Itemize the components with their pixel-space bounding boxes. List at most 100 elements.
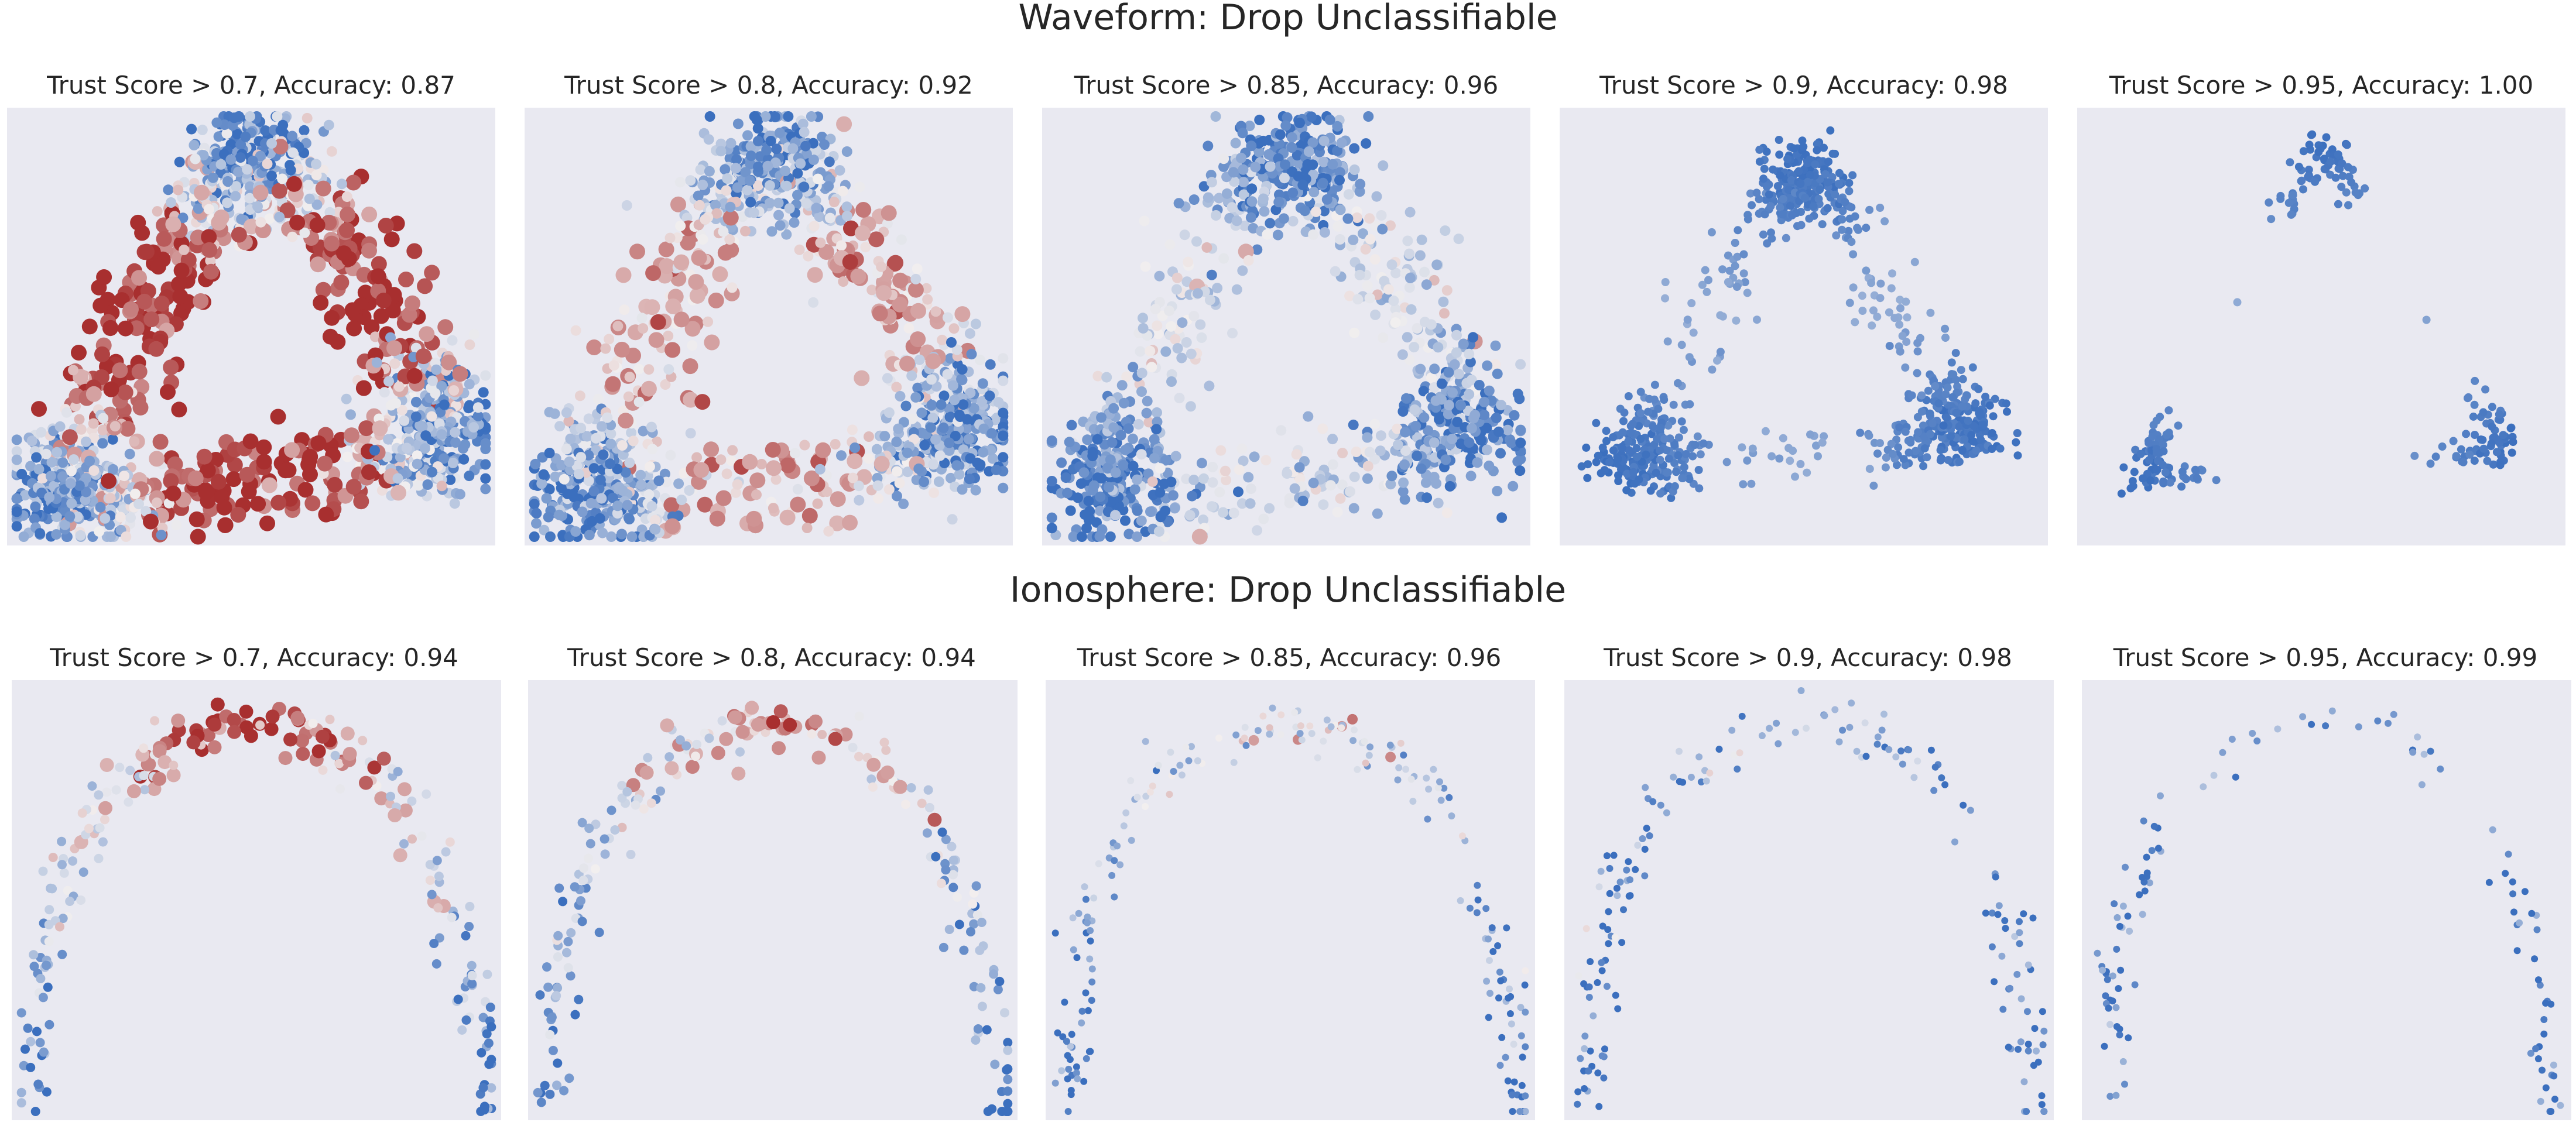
data-point bbox=[554, 509, 565, 520]
data-point bbox=[1903, 313, 1912, 322]
data-point bbox=[1177, 317, 1188, 328]
data-point bbox=[745, 150, 756, 162]
data-point bbox=[1865, 465, 1874, 473]
data-point bbox=[1907, 391, 1916, 400]
data-point bbox=[1330, 266, 1341, 277]
data-point bbox=[1108, 403, 1119, 414]
data-point bbox=[464, 379, 475, 390]
data-point bbox=[1191, 529, 1208, 545]
data-point bbox=[1960, 435, 1969, 444]
data-point bbox=[1204, 380, 1215, 392]
data-point bbox=[436, 481, 447, 492]
data-point bbox=[2422, 315, 2431, 324]
data-point bbox=[1996, 444, 2005, 453]
data-point bbox=[919, 476, 930, 488]
data-point bbox=[250, 496, 266, 512]
data-point bbox=[93, 297, 109, 314]
data-point bbox=[60, 519, 70, 530]
data-point bbox=[36, 427, 47, 438]
data-point bbox=[310, 435, 327, 451]
data-point bbox=[676, 495, 687, 506]
data-point bbox=[285, 164, 296, 176]
data-point bbox=[1936, 456, 1945, 465]
data-point bbox=[1923, 453, 1931, 462]
data-point bbox=[103, 381, 119, 397]
data-point bbox=[383, 434, 394, 445]
data-point bbox=[1464, 348, 1475, 359]
data-point bbox=[1845, 298, 1854, 307]
data-point bbox=[66, 465, 77, 476]
panel-waveform-1: Trust Score > 0.8, Accuracy: 0.92 bbox=[525, 71, 1013, 545]
data-point bbox=[1636, 387, 1645, 396]
data-point bbox=[1614, 455, 1622, 464]
data-point bbox=[1455, 400, 1467, 411]
data-point bbox=[774, 128, 785, 139]
data-point bbox=[1766, 202, 1775, 211]
data-point bbox=[588, 486, 600, 497]
data-point bbox=[685, 428, 696, 439]
data-point bbox=[972, 457, 983, 468]
data-point bbox=[386, 340, 402, 356]
data-point bbox=[211, 117, 222, 128]
data-point bbox=[1198, 473, 1210, 484]
data-point bbox=[245, 111, 255, 122]
data-point bbox=[1739, 269, 1748, 278]
data-point bbox=[1327, 459, 1338, 470]
data-point bbox=[1082, 434, 1093, 445]
data-point bbox=[927, 413, 938, 424]
data-point bbox=[1602, 437, 1611, 445]
data-point bbox=[19, 490, 30, 501]
data-point bbox=[596, 421, 607, 432]
data-point bbox=[11, 506, 22, 517]
data-point bbox=[480, 438, 491, 449]
data-point bbox=[1876, 439, 1884, 448]
data-point bbox=[1924, 386, 1933, 395]
data-point bbox=[1686, 400, 1694, 409]
data-point bbox=[1355, 179, 1366, 190]
data-point bbox=[1663, 337, 1672, 346]
data-point bbox=[1677, 417, 1686, 426]
data-point bbox=[1624, 392, 1633, 400]
data-point bbox=[1605, 458, 1614, 466]
data-point bbox=[1681, 450, 1690, 458]
data-point bbox=[838, 276, 849, 287]
data-point bbox=[242, 433, 259, 449]
data-point bbox=[2166, 478, 2174, 487]
data-point bbox=[1447, 387, 1458, 398]
data-point bbox=[868, 231, 885, 248]
data-point bbox=[1653, 435, 1662, 444]
data-point bbox=[693, 190, 704, 201]
data-point bbox=[163, 184, 174, 195]
data-point bbox=[1928, 419, 1937, 428]
data-point bbox=[1136, 386, 1147, 397]
data-point bbox=[709, 510, 725, 527]
data-point bbox=[628, 435, 639, 447]
data-point bbox=[232, 128, 242, 139]
data-point bbox=[1913, 339, 1922, 348]
data-point bbox=[1105, 531, 1116, 542]
data-point bbox=[193, 203, 204, 214]
data-point bbox=[1748, 444, 1757, 453]
data-point bbox=[789, 217, 800, 228]
data-point bbox=[1661, 278, 1670, 286]
data-point bbox=[317, 455, 333, 472]
data-point bbox=[1327, 159, 1338, 170]
data-point bbox=[1515, 359, 1526, 370]
data-point bbox=[198, 484, 214, 500]
data-point bbox=[742, 184, 753, 195]
data-point bbox=[2161, 468, 2170, 477]
data-point bbox=[318, 506, 334, 523]
data-point bbox=[1308, 187, 1320, 198]
data-point bbox=[660, 379, 671, 390]
data-point bbox=[784, 203, 795, 214]
data-point bbox=[315, 282, 331, 298]
data-point bbox=[1096, 412, 1107, 423]
data-point bbox=[1388, 295, 1399, 306]
data-point bbox=[780, 166, 791, 176]
data-point bbox=[74, 480, 85, 491]
data-point bbox=[925, 353, 941, 369]
data-point bbox=[1278, 213, 1289, 224]
data-point bbox=[1439, 308, 1450, 319]
data-point bbox=[1441, 507, 1453, 519]
data-point bbox=[1416, 463, 1427, 474]
